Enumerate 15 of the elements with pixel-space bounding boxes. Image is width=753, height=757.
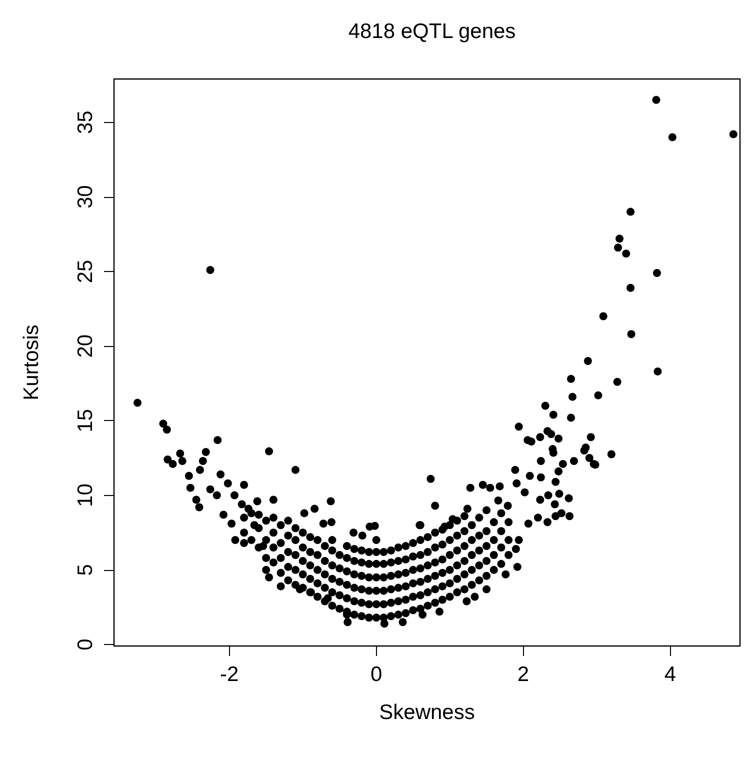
y-tick-label: 5 [74, 564, 97, 576]
x-tick-label: 4 [664, 663, 676, 686]
chart-title: 4818 eQTL genes [348, 20, 516, 43]
x-tick-label: 2 [517, 663, 530, 686]
y-tick-label: 10 [74, 484, 97, 507]
y-axis-title: Kurtosis [20, 324, 43, 400]
y-tick-label: 0 [74, 638, 97, 650]
x-axis-title: Skewness [379, 701, 475, 724]
y-tick-label: 15 [74, 409, 97, 432]
x-tick-label: 0 [370, 663, 382, 686]
y-tick-label: 30 [74, 185, 97, 209]
x-tick-label: -2 [220, 663, 239, 686]
y-tick-label: 35 [74, 110, 97, 134]
y-tick-label: 20 [74, 334, 97, 358]
y-tick-label: 25 [74, 260, 97, 284]
